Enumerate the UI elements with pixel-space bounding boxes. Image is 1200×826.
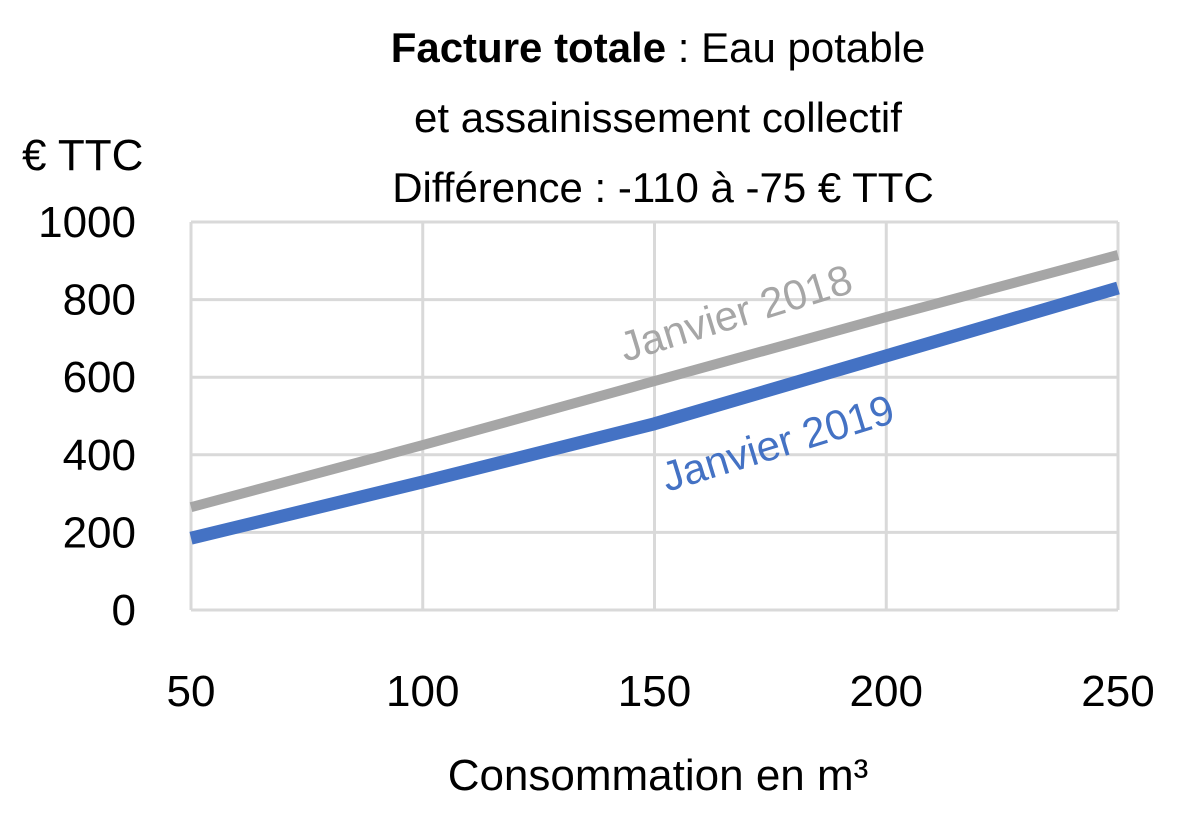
y-tick-label: 1000	[38, 198, 136, 247]
series-label-janvier-2019: Janvier 2019	[656, 385, 900, 500]
chart-subtitle: Différence : -110 à -75 € TTC	[392, 164, 934, 211]
x-tick-label: 200	[850, 667, 923, 716]
y-tick-labels: 0 200 400 600 800 1000	[38, 198, 136, 635]
y-tick-label: 600	[63, 353, 136, 402]
x-tick-label: 50	[167, 667, 216, 716]
y-tick-label: 400	[63, 431, 136, 480]
x-tick-labels: 50 100 150 200 250	[167, 667, 1155, 716]
series-line-janvier-2019	[189, 281, 1120, 545]
series-lines	[189, 250, 1120, 545]
grid	[189, 220, 1120, 612]
x-tick-label: 250	[1081, 667, 1154, 716]
y-tick-label: 200	[63, 508, 136, 557]
chart-title-bold: Facture totale	[391, 24, 666, 71]
chart-title-rest: : Eau potable	[666, 24, 925, 71]
y-tick-label: 0	[112, 586, 136, 635]
chart-title: Facture totale : Eau potable	[391, 24, 926, 71]
series-line-janvier-2018	[189, 250, 1120, 513]
y-tick-label: 800	[63, 276, 136, 325]
series-label-janvier-2018: Janvier 2018	[614, 255, 858, 370]
chart-title-line2: et assainissement collectif	[414, 94, 902, 141]
y-axis-title: € TTC	[22, 131, 143, 180]
x-tick-label: 100	[386, 667, 459, 716]
x-axis-title: Consommation en m³	[448, 751, 869, 800]
x-tick-label: 150	[618, 667, 691, 716]
